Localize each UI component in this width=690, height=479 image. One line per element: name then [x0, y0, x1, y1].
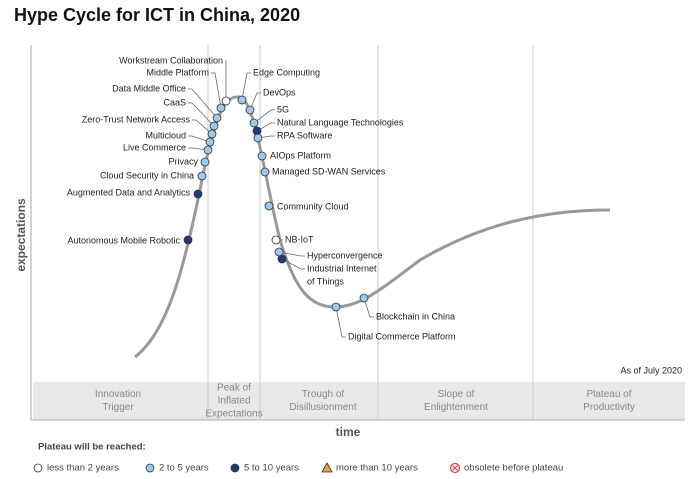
legend-title: Plateau will be reached: — [38, 442, 146, 453]
node-marker — [257, 151, 267, 161]
node-label: Workstream Collaboration — [119, 55, 223, 65]
legend-marker — [452, 465, 458, 471]
layer: Innovation Trigger Peak of Inflated Expectat… — [33, 55, 635, 474]
leader-line — [192, 119, 213, 135]
node-marker — [249, 118, 259, 128]
node-label: Autonomous Mobile Robotic — [67, 235, 180, 245]
node-marker — [203, 145, 213, 155]
leader-line — [278, 251, 305, 257]
node-label: Blockchain in China — [376, 311, 455, 321]
node-marker — [207, 129, 217, 139]
node-label: Edge Computing — [253, 67, 320, 77]
node-label: of Things — [307, 276, 344, 286]
phase-label: Disillusionment — [289, 402, 356, 413]
node-label: DevOps — [263, 87, 296, 97]
node-label: Hyperconvergence — [307, 250, 383, 260]
legend-label: 5 to 10 years — [244, 463, 299, 474]
legend-label: 2 to 5 years — [159, 463, 209, 474]
phase-label: Inflated — [218, 396, 251, 407]
y-axis-label: expectations — [14, 198, 28, 272]
leader-line — [225, 60, 227, 101]
legend-marker — [321, 462, 333, 473]
legend-label: obsolete before plateau — [464, 463, 563, 474]
node-label: NB-IoT — [285, 234, 314, 244]
leader-line — [335, 306, 346, 338]
leader-line — [256, 122, 275, 132]
node-label: Middle Platform — [146, 67, 209, 77]
node-label: 5G — [277, 104, 289, 114]
legend-marker — [145, 463, 155, 473]
node-marker — [331, 302, 341, 312]
leader-line — [188, 88, 218, 119]
leader-line — [281, 258, 305, 270]
node-label: Managed SD-WAN Services — [272, 166, 386, 176]
phase-label: Productivity — [583, 402, 635, 413]
legend-marker — [33, 463, 43, 473]
node-marker — [200, 157, 210, 167]
leader-line — [253, 109, 275, 124]
node-label: Zero-Trust Network Access — [82, 114, 191, 124]
node-label: CaaS — [163, 97, 186, 107]
node-marker — [197, 171, 207, 181]
node-marker — [245, 105, 255, 115]
node-marker — [216, 103, 226, 113]
node-label: RPA Software — [277, 130, 332, 140]
phase-label: Expectations — [205, 409, 262, 420]
phase-band — [33, 382, 685, 420]
node-marker — [264, 201, 274, 211]
node-marker — [212, 113, 222, 123]
node-label: Data Middle Office — [112, 83, 186, 93]
node-label: Augmented Data and Analytics — [67, 187, 191, 197]
legend-label: more than 10 years — [336, 463, 418, 474]
x-axis-label: time — [336, 425, 361, 439]
hype-curve — [134, 95, 611, 359]
node-marker — [271, 235, 281, 245]
node-marker — [205, 137, 215, 147]
leader-line — [188, 135, 211, 143]
note: As of July 2020 — [620, 365, 682, 375]
leader-line — [188, 147, 209, 151]
leader-line — [188, 102, 215, 127]
node-label: Live Commerce — [123, 142, 186, 152]
node-label: AIOps Platform — [270, 150, 331, 160]
node-label: Multicloud — [145, 130, 186, 140]
node-label: Industrial Internet — [307, 263, 377, 273]
node-label: Community Cloud — [277, 201, 349, 211]
phase-label: Enlightenment — [424, 402, 488, 413]
title: Hype Cycle for ICT in China, 2020 — [14, 5, 300, 25]
node-label: Cloud Security in China — [100, 170, 194, 180]
node-marker — [260, 167, 270, 177]
leader-line — [249, 92, 261, 111]
node-marker — [253, 133, 263, 143]
phase-label: Peak of — [217, 383, 251, 394]
node-label: Natural Language Technologies — [277, 117, 404, 127]
node-marker — [277, 254, 287, 264]
legend-marker — [230, 463, 240, 473]
leader-line — [211, 72, 222, 109]
phase-label: Plateau of — [586, 389, 631, 400]
node-label: Privacy — [168, 156, 198, 166]
node-marker — [183, 235, 193, 245]
phase-label: Trigger — [102, 402, 134, 413]
leader-line — [241, 72, 251, 101]
node-marker — [209, 121, 219, 131]
node-marker — [359, 293, 369, 303]
leader-line — [363, 297, 374, 318]
phase-label: Innovation — [95, 389, 141, 400]
node-marker — [237, 95, 247, 105]
phase-label: Slope of — [438, 389, 475, 400]
node-marker — [221, 96, 231, 106]
node-marker — [193, 189, 203, 199]
legend-label: less than 2 years — [47, 463, 119, 474]
phase-label: Trough of — [302, 389, 345, 400]
node-label: Digital Commerce Platform — [348, 331, 456, 341]
